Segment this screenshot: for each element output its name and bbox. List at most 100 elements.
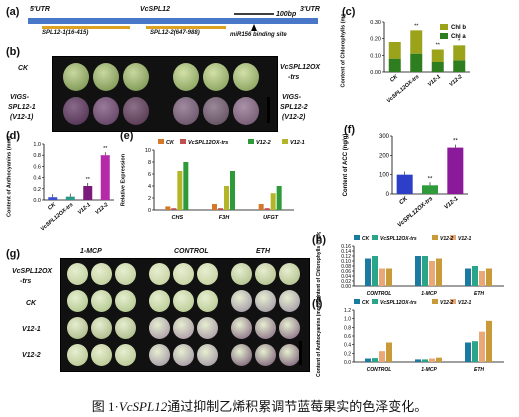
bar-Chl-a: [431, 62, 444, 72]
y-tick-label: 0.2: [344, 351, 351, 357]
fruit: [279, 317, 300, 339]
bar: [396, 174, 413, 194]
y-tick-label: 1.0: [344, 317, 351, 323]
fruit-photo-g: [60, 258, 310, 372]
bar: [479, 331, 485, 362]
row-label-vigs-a: VIGS-: [10, 94, 30, 101]
fruit: [173, 344, 194, 366]
bar: [479, 271, 485, 286]
chart-d: 0.0 0.2 0.4 0.6 0.8 1.0 Content of Anthocyanin…: [7, 136, 114, 232]
fruit: [115, 317, 136, 339]
scale-bar: [267, 97, 270, 123]
fruit: [63, 97, 89, 125]
legend-swatch: [372, 299, 378, 304]
row-label-ck: CK: [26, 300, 37, 307]
row-label-vigs-c: (V12-1): [10, 114, 34, 121]
bar-Chl-b: [431, 49, 444, 62]
bar: [429, 358, 435, 362]
x-tick-label: CK: [389, 73, 400, 83]
panel-b-label: (b): [6, 46, 21, 58]
panel-i-label: (i): [312, 298, 323, 310]
legend-swatch: [180, 139, 186, 144]
gene-bar: [28, 18, 318, 24]
x-tick-label: 1-MCP: [421, 291, 437, 297]
legend-swatch: [440, 24, 448, 30]
x-tick-label: CK: [398, 196, 409, 207]
row-label-oe-a: VcSPL12OX: [280, 64, 321, 71]
fruit: [123, 63, 149, 91]
bar: [415, 359, 421, 362]
figure-caption: 图 1·VcSPL12通过抑制乙烯积累调节蓝莓果实的色泽变化。: [0, 396, 519, 415]
legend-label: VcSPL12OX-trs: [380, 236, 417, 242]
y-tick-label: 0: [148, 208, 151, 214]
fruit: [149, 263, 170, 285]
bar: [276, 186, 282, 210]
bar: [183, 162, 189, 210]
legend-label: CK: [362, 236, 370, 242]
bar: [379, 351, 385, 362]
y-tick-label: 0.06: [341, 269, 351, 275]
segment-1-bar: [42, 26, 130, 29]
y-tick-label: 0.16: [341, 244, 351, 250]
y-tick-label: 0.2: [33, 187, 41, 193]
legend-label: V12-1: [290, 140, 305, 146]
y-tick-label: 8: [148, 160, 151, 166]
bar-Chl-a: [388, 58, 401, 72]
bar: [171, 208, 177, 210]
fruit: [233, 63, 259, 91]
fruit: [203, 63, 229, 91]
row-label-vigs2-b: SPL12-2: [280, 104, 308, 111]
legend-label: Chl a: [451, 34, 466, 40]
fruit: [255, 263, 276, 285]
bar: [372, 358, 378, 362]
col-label-1mcp: 1-MCP: [80, 248, 102, 255]
bar: [224, 186, 229, 210]
panel-a-label: (a): [6, 6, 20, 18]
bar: [365, 358, 371, 362]
bar: [472, 266, 478, 286]
legend-label: V12-2: [440, 300, 454, 306]
significance-mark: **: [414, 23, 419, 29]
y-axis-label: Content of Anthocyanins (mmol/g): [316, 296, 322, 377]
legend-swatch: [354, 235, 360, 240]
fruit: [173, 97, 199, 125]
y-axis-label: Content of Anthocyanins (mmol/g): [7, 136, 13, 217]
fruit: [67, 317, 88, 339]
x-tick-label: 1-MCP: [421, 367, 437, 373]
fruit: [233, 97, 259, 125]
fruit: [173, 63, 199, 91]
col-label-eth: ETH: [256, 248, 270, 255]
scale-bar: [299, 341, 302, 365]
legend-swatch: [440, 33, 448, 39]
x-tick-label: ETH: [474, 367, 484, 373]
mir-label: miR156 binding site: [230, 32, 287, 38]
bar: [436, 357, 442, 362]
row-label-vigs2-c: (V12-2): [282, 114, 306, 121]
fruit: [115, 344, 136, 366]
x-tick-label: UFGT: [263, 215, 279, 221]
x-tick-label: V12-2: [94, 202, 109, 216]
utr5-label: 5'UTR: [30, 6, 50, 13]
y-tick-label: 0.0: [344, 360, 351, 366]
significance-mark: *: [458, 38, 461, 44]
scale-label: 100bp: [276, 11, 297, 18]
fruit: [203, 97, 229, 125]
y-tick-label: 1.2: [344, 308, 351, 314]
gene-label: VcSPL12: [140, 6, 170, 13]
segment-1-label: SPL12-1(16-415): [42, 30, 89, 36]
bar: [379, 268, 385, 286]
fruit: [123, 97, 149, 125]
y-tick-label: 4: [148, 184, 151, 190]
y-tick-label: 0.6: [344, 334, 351, 340]
fruit: [67, 263, 88, 285]
bar: [230, 171, 235, 210]
bar: [415, 256, 421, 286]
panel-d-label: (d): [6, 130, 21, 142]
fruit: [231, 263, 252, 285]
y-tick-label: 6: [148, 172, 151, 178]
bar: [48, 197, 58, 200]
legend-swatch: [450, 299, 456, 304]
y-tick-label: 0.00: [341, 284, 351, 290]
y-tick-label: 0.30: [370, 20, 381, 26]
bar: [486, 320, 492, 362]
